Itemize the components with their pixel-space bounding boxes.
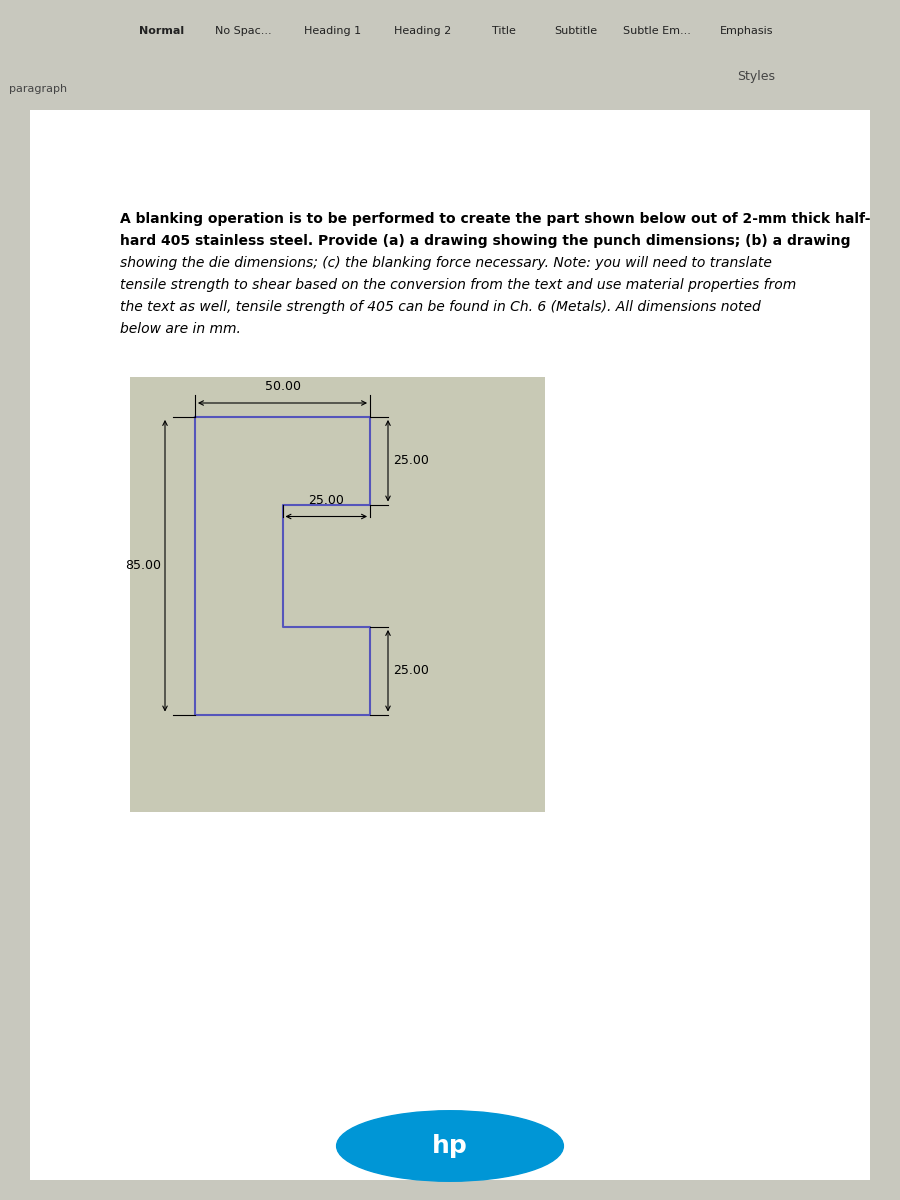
Text: Heading 2: Heading 2 [394, 25, 452, 36]
Text: A blanking operation is to be performed to create the part shown below out of 2-: A blanking operation is to be performed … [120, 212, 870, 226]
Text: 50.00: 50.00 [265, 380, 301, 392]
Text: Subtle Em...: Subtle Em... [623, 25, 691, 36]
Text: 25.00: 25.00 [309, 493, 344, 506]
Text: Emphasis: Emphasis [720, 25, 774, 36]
Text: hard 405 stainless steel. Provide (a) a drawing showing the punch dimensions; (b: hard 405 stainless steel. Provide (a) a … [120, 234, 850, 248]
FancyBboxPatch shape [30, 110, 870, 1180]
Text: paragraph: paragraph [9, 84, 68, 94]
Text: Heading 1: Heading 1 [304, 25, 362, 36]
Text: tensile strength to shear based on the conversion from the text and use material: tensile strength to shear based on the c… [120, 278, 796, 292]
Text: below are in mm.: below are in mm. [120, 322, 241, 336]
FancyBboxPatch shape [130, 377, 545, 812]
Text: Subtitle: Subtitle [554, 25, 598, 36]
Text: the text as well, tensile strength of 405 can be found in Ch. 6 (Metals). All di: the text as well, tensile strength of 40… [120, 300, 760, 314]
Text: 25.00: 25.00 [393, 455, 429, 467]
Text: 85.00: 85.00 [125, 559, 161, 572]
Text: Title: Title [492, 25, 516, 36]
Text: hp: hp [432, 1134, 468, 1158]
Text: No Spac...: No Spac... [215, 25, 271, 36]
Text: 25.00: 25.00 [393, 665, 429, 677]
Text: Normal: Normal [140, 25, 184, 36]
Text: Styles: Styles [737, 70, 775, 83]
Circle shape [337, 1111, 563, 1181]
Text: showing the die dimensions; (c) the blanking force necessary. Note: you will nee: showing the die dimensions; (c) the blan… [120, 256, 772, 270]
